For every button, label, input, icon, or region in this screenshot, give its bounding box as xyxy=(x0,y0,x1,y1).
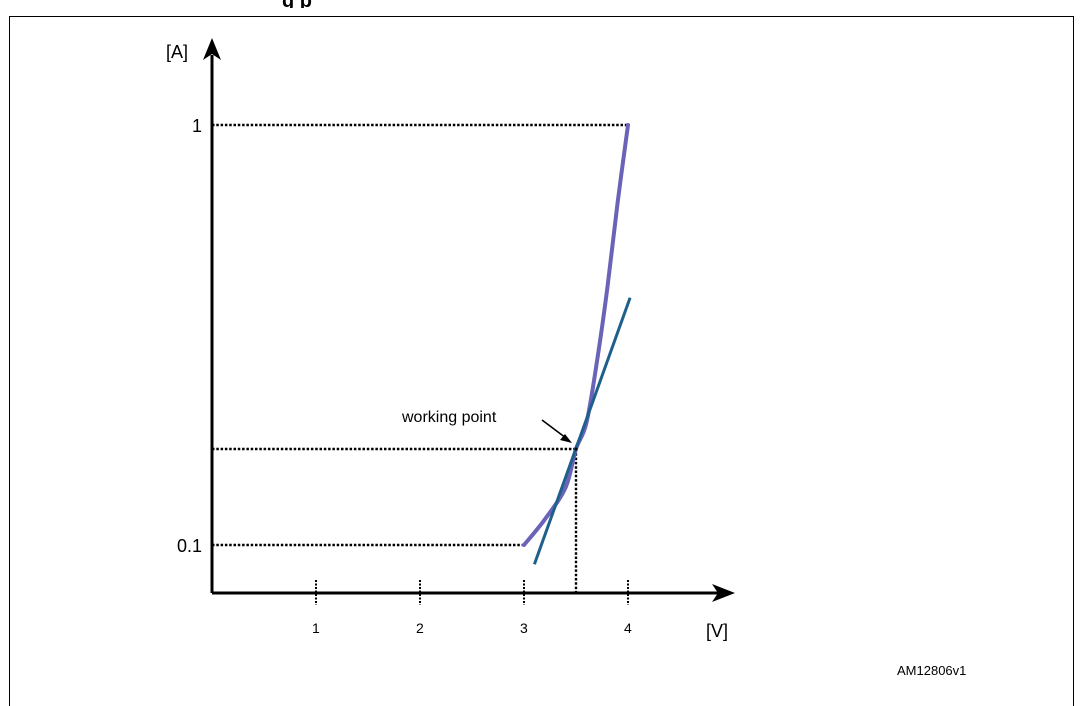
y-axis-arrow xyxy=(203,38,221,60)
tangent-line xyxy=(532,297,632,565)
y-axis-label: [A] xyxy=(166,42,188,62)
annotation-arrow xyxy=(541,419,572,443)
y-tick-labels: 0.11 xyxy=(177,116,202,556)
y-tick-label-1: 1 xyxy=(192,116,202,136)
x-tick-label-3: 3 xyxy=(520,620,528,636)
x-ticks: 1 2 3 4 xyxy=(312,580,632,636)
y-tick-label-0.1: 0.1 xyxy=(177,536,202,556)
x-tick-label-4: 4 xyxy=(624,620,632,636)
iv-curve xyxy=(522,123,630,547)
figure-title-text: g p xyxy=(282,0,312,8)
x-tick-label-2: 2 xyxy=(416,620,424,636)
figure-title-fragment: g p xyxy=(0,0,1084,8)
working-point-annotation: working point xyxy=(401,409,497,426)
figure-frame xyxy=(9,16,1074,706)
guide-lines xyxy=(212,123,628,593)
x-tick-label-1: 1 xyxy=(312,620,320,636)
axes xyxy=(203,38,735,602)
x-axis-arrow xyxy=(712,584,735,602)
working-point-marker xyxy=(574,447,578,451)
x-axis-label: [V] xyxy=(706,621,728,641)
series xyxy=(522,123,632,565)
figure-id: AM12806v1 xyxy=(897,663,966,678)
